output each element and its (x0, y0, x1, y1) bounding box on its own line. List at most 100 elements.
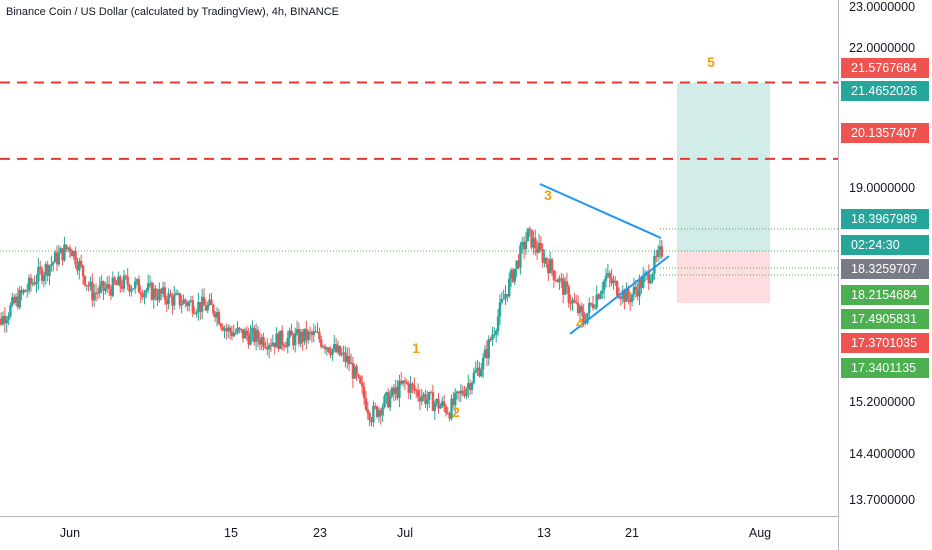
candle-body (199, 302, 202, 312)
x-tick: 13 (537, 526, 551, 540)
candle-body (91, 281, 94, 301)
candle-body (509, 270, 513, 279)
candle-body (171, 296, 174, 306)
candle-body (27, 277, 31, 291)
candle-body (128, 284, 131, 292)
candle-body (601, 290, 604, 294)
price-tag-ma1: 18.2154684 (841, 285, 929, 305)
candle-body (606, 273, 610, 276)
wave-label-4: 4 (576, 315, 584, 331)
price-tag-last: 18.3967989 (841, 209, 929, 229)
candle-body (81, 265, 85, 276)
candle-body (360, 383, 364, 387)
wave-label-5: 5 (707, 54, 715, 70)
candle-body (353, 366, 356, 379)
candle-body (528, 228, 531, 230)
candle-body (370, 419, 373, 423)
candle-body (435, 398, 438, 404)
price-axis[interactable]: 23.0000000 22.0000000 19.0000000 18 15.2… (838, 0, 932, 550)
candle-body (100, 281, 103, 286)
candle-body (649, 280, 652, 284)
candle-body (548, 259, 552, 274)
candle-body (150, 282, 154, 300)
candle-body (323, 346, 327, 350)
x-tick: 23 (313, 526, 327, 540)
candle-body (413, 385, 416, 390)
candle-body (610, 278, 613, 284)
candle-body (70, 250, 74, 257)
candle-body (640, 279, 643, 288)
candle-body (146, 283, 150, 291)
candle-body (502, 298, 505, 300)
chart-area[interactable]: Binance Coin / US Dollar (calculated by … (0, 0, 838, 516)
candle-body (459, 390, 463, 394)
candle-body (271, 342, 275, 346)
candle-body (178, 293, 182, 306)
candle-body (20, 290, 23, 294)
candle-body (558, 278, 561, 283)
candle-body (489, 338, 492, 340)
candle-body (266, 347, 269, 350)
candle-body (524, 241, 528, 250)
candle-body (156, 297, 159, 301)
loss-zone (677, 251, 770, 304)
candle-body (364, 398, 368, 410)
candle-body (653, 255, 656, 274)
candle-body (72, 251, 75, 257)
candle-body (621, 290, 624, 299)
candle-body (614, 280, 617, 282)
candle-body (336, 345, 340, 352)
candle-body (238, 327, 241, 330)
y-tick: 23.0000000 (849, 0, 916, 14)
candle-body (599, 293, 602, 299)
candle-body (59, 248, 62, 254)
candle-body (204, 305, 208, 311)
candle-body (297, 329, 301, 344)
candle-body (656, 250, 660, 257)
candle-body (349, 362, 353, 365)
candle-body (344, 352, 347, 362)
candle-body (632, 286, 636, 295)
candle-body (539, 243, 543, 249)
candle-body (169, 293, 172, 297)
candle-body (83, 275, 87, 286)
candle-body (334, 344, 338, 352)
candle-body (593, 307, 597, 309)
candle-body (0, 318, 3, 325)
candle-body (372, 405, 375, 423)
candle-body (236, 327, 239, 333)
price-chart[interactable] (0, 0, 838, 516)
candle-body (362, 386, 366, 399)
candle-body (457, 391, 461, 394)
candle-body (500, 299, 503, 303)
candle-body (117, 276, 120, 286)
candle-body (535, 248, 539, 253)
candle-body (106, 283, 109, 289)
candle-body (420, 397, 423, 402)
candle-body (53, 252, 57, 263)
candle-body (189, 300, 193, 302)
candle-body (74, 251, 77, 265)
candle-body (290, 330, 293, 336)
time-axis[interactable]: Jun 15 23 Jul 13 21 Aug (0, 516, 838, 550)
candle-body (591, 303, 595, 309)
x-tick: Jun (59, 526, 81, 540)
candle-body (444, 406, 448, 414)
candle-body (556, 280, 559, 283)
candle-body (504, 294, 507, 299)
candle-body (154, 288, 157, 298)
candle-body (288, 330, 291, 338)
candle-body (374, 405, 377, 407)
candle-body (16, 296, 20, 308)
candle-body (253, 327, 256, 343)
candle-body (115, 282, 118, 286)
candle-body (143, 292, 146, 298)
candle-body (541, 248, 544, 263)
candle-body (223, 328, 226, 331)
candle-body (126, 276, 129, 285)
candle-body (119, 276, 122, 287)
candle-body (193, 313, 196, 315)
candle-body (124, 275, 128, 277)
candle-body (385, 392, 388, 396)
candle-body (92, 292, 96, 301)
